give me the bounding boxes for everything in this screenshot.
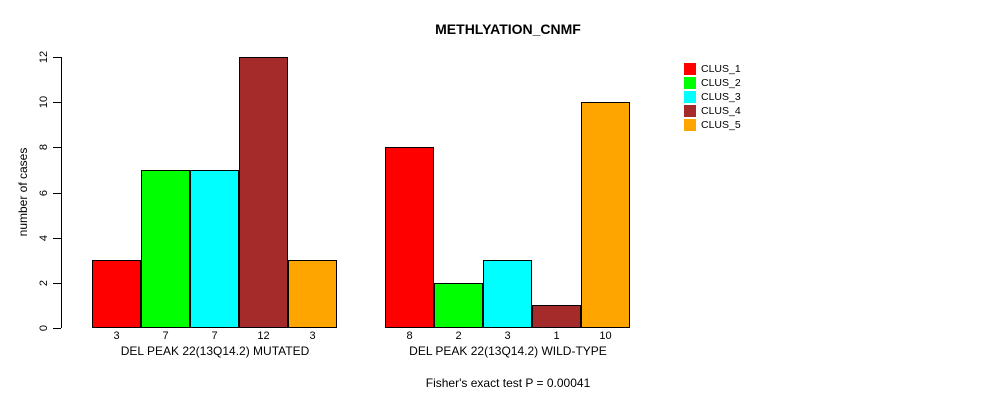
bar-clus_5-group1 [288,260,337,328]
y-axis-tick [53,147,61,148]
bar-clus_5-group2 [581,102,630,328]
bar-clus_4-group2 [532,305,581,328]
bar-clus_4-group1 [239,57,288,328]
bar-clus_1-group2 [385,147,434,328]
y-axis-line [61,57,62,328]
y-axis-tick [53,328,61,329]
bar-clus_3-group1 [190,170,239,328]
x-axis-group-label: DEL PEAK 22(13Q14.2) MUTATED [120,344,310,358]
chart-title: METHLYATION_CNMF [435,21,581,37]
legend-swatch-clus_5 [684,119,696,131]
bar-count-label: 1 [553,330,560,342]
y-axis-tick-label: 10 [38,95,50,109]
bar-count-label: 2 [455,330,462,342]
bar-clus_2-group1 [141,170,190,328]
legend-label-clus_3: CLUS_3 [701,91,741,103]
y-axis-tick-label: 2 [38,279,50,287]
legend-label-clus_1: CLUS_1 [701,63,741,75]
bar-clus_3-group2 [483,260,532,328]
fisher-test-annotation: Fisher's exact test P = 0.00041 [425,376,591,390]
bar-count-label: 3 [113,330,120,342]
y-axis-tick-label: 6 [38,189,50,197]
y-axis-tick [53,193,61,194]
y-axis-tick [53,238,61,239]
legend-label-clus_4: CLUS_4 [701,105,741,117]
bar-count-label: 3 [504,330,511,342]
x-axis-group-label: DEL PEAK 22(13Q14.2) WILD-TYPE [409,344,607,358]
y-axis-tick [53,57,61,58]
legend-label-clus_5: CLUS_5 [701,119,741,131]
legend-swatch-clus_1 [684,63,696,75]
y-axis-tick-label: 8 [38,143,50,151]
legend-label-clus_2: CLUS_2 [701,77,741,89]
bar-clus_1-group1 [92,260,141,328]
bar-count-label: 8 [406,330,413,342]
legend-swatch-clus_4 [684,105,696,117]
y-axis-label: number of cases [16,147,30,237]
bar-count-label: 12 [257,330,270,342]
bar-count-label: 10 [599,330,612,342]
bar-clus_2-group2 [434,283,483,328]
legend-swatch-clus_3 [684,91,696,103]
y-axis-tick-label: 12 [38,50,50,64]
bar-count-label: 7 [211,330,218,342]
legend-swatch-clus_2 [684,77,696,89]
y-axis-tick [53,102,61,103]
y-axis-tick-label: 0 [38,324,50,332]
y-axis-tick [53,283,61,284]
y-axis-tick-label: 4 [38,234,50,242]
bar-count-label: 3 [309,330,316,342]
bar-count-label: 7 [162,330,169,342]
